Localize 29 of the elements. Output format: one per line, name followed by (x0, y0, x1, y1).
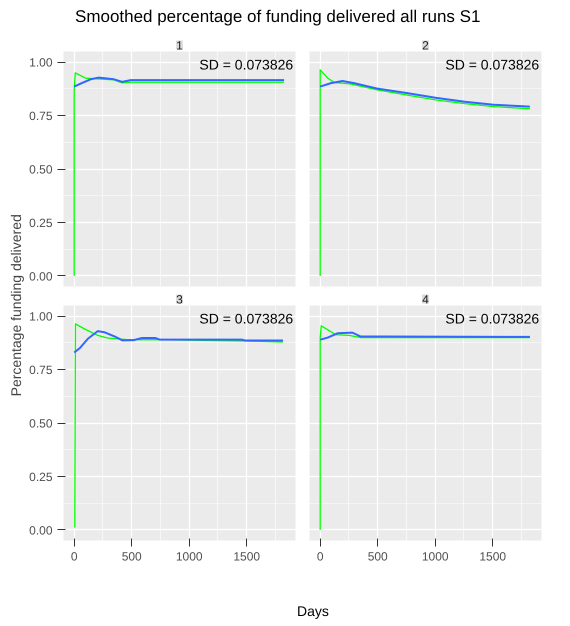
y-tick-label: 1.00 (29, 310, 53, 324)
y-tick-label: 0.25 (29, 470, 53, 484)
annotation: SD = 0.073826 (199, 310, 294, 326)
x-tick-label: 500 (122, 550, 142, 564)
chart-subtitle: 2 (422, 38, 430, 52)
chart-subtitle: 3 (176, 292, 184, 306)
chart-subtitle: 4 (422, 292, 430, 306)
chart-subtitle: 1 (176, 38, 184, 52)
y-tick-label: 1.00 (29, 56, 53, 70)
x-tick-label: 1000 (422, 550, 449, 564)
annotation: SD = 0.073826 (445, 310, 540, 326)
x-tick-label: 500 (368, 550, 388, 564)
y-axis-title: Percentage funding delivered (8, 214, 24, 396)
x-axis-title: Days (297, 602, 329, 621)
y-tick-label: 0.25 (29, 216, 53, 230)
annotation: SD = 0.073826 (445, 56, 540, 72)
y-tick-label: 0.75 (29, 109, 53, 124)
x-tick-label: 0 (70, 550, 78, 564)
y-tick-label: 0.00 (29, 269, 53, 284)
y-tick-label: 0.50 (29, 416, 53, 430)
x-tick-label: 1000 (176, 550, 203, 564)
y-tick-label: 0.75 (29, 363, 53, 378)
chart-title: Smoothed percentage of funding delivered all runs S1 (75, 6, 480, 28)
y-tick-label: 0.50 (29, 162, 53, 176)
annotation: SD = 0.073826 (199, 56, 294, 72)
y-tick-label: 0.00 (29, 523, 53, 538)
x-tick-label: 1500 (479, 550, 506, 564)
x-tick-label: 0 (316, 550, 324, 564)
x-tick-label: 1500 (233, 550, 260, 564)
